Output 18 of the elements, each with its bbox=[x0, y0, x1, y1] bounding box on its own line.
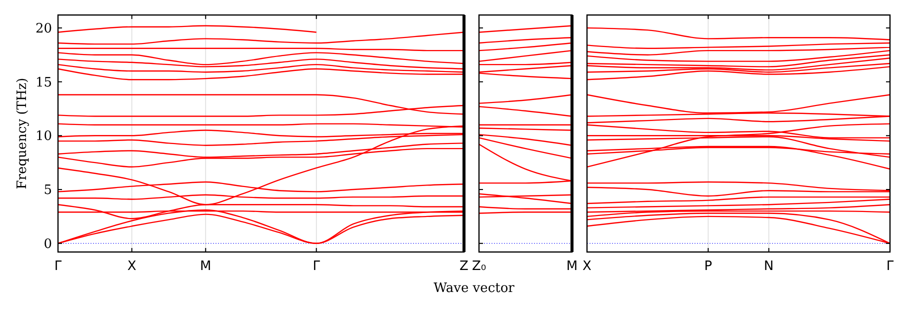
x-tick-label: Z₀ bbox=[472, 259, 486, 274]
x-tick-label: M bbox=[200, 259, 212, 274]
y-tick-label: 20 bbox=[35, 21, 52, 36]
x-tick-label: X bbox=[127, 259, 136, 274]
y-tick-label: 10 bbox=[35, 129, 52, 144]
y-tick-label: 0 bbox=[44, 236, 52, 252]
x-tick-label: X bbox=[582, 259, 592, 274]
y-axis-title: Frequency (THz) bbox=[15, 78, 30, 190]
x-tick-label: Γ bbox=[886, 259, 894, 274]
x-tick-label: P bbox=[704, 259, 712, 274]
x-tick-label: N bbox=[764, 259, 774, 274]
x-tick-label: Z bbox=[460, 259, 469, 274]
y-tick-label: 5 bbox=[44, 183, 52, 198]
x-axis-title: Wave vector bbox=[434, 281, 516, 296]
y-tick-label: 15 bbox=[35, 75, 52, 90]
x-tick-label: M bbox=[566, 259, 578, 274]
x-tick-label: Γ bbox=[54, 259, 62, 274]
x-tick-label: Γ bbox=[312, 259, 321, 274]
